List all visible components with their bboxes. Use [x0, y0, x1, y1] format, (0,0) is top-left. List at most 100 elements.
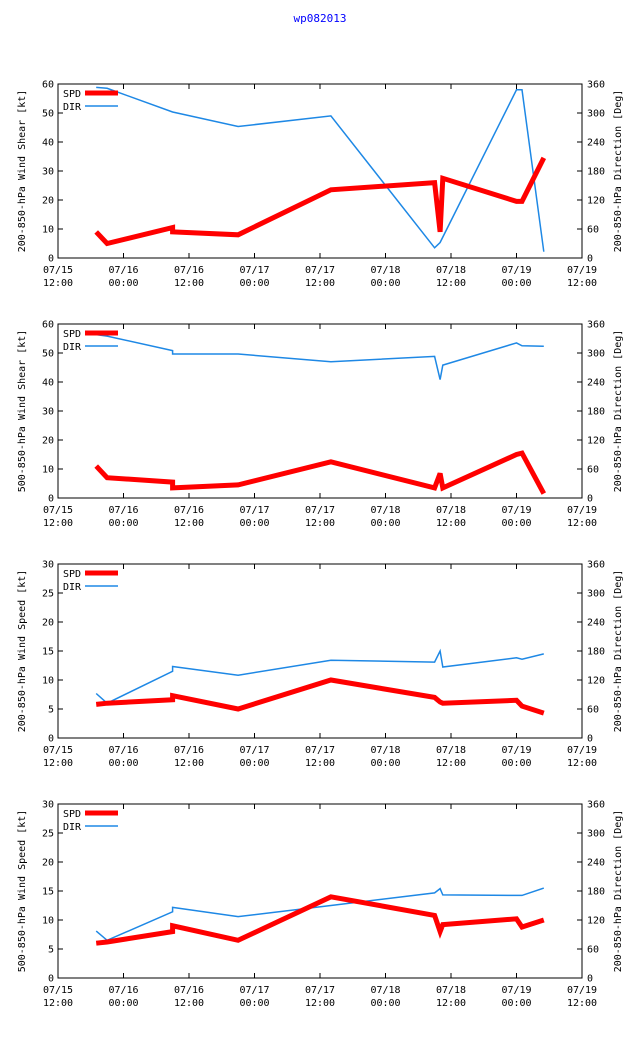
x-tick-label-time: 00:00: [239, 998, 269, 1009]
x-tick-label-time: 12:00: [174, 518, 204, 529]
x-tick-label-time: 00:00: [370, 758, 400, 769]
y-tick-label: 0: [48, 974, 54, 985]
x-tick-label-date: 07/16: [108, 265, 138, 276]
x-tick-label-time: 00:00: [239, 758, 269, 769]
legend-spd-label: SPD: [63, 809, 81, 820]
y2-tick-label: 240: [587, 138, 605, 149]
y2-tick-label: 240: [587, 618, 605, 629]
y2-axis-label: 200-850-hPa Direction [Deg]: [613, 570, 624, 733]
chart-panel-1: [57, 83, 583, 259]
x-tick-label-date: 07/17: [305, 505, 335, 516]
x-tick-label-date: 07/19: [567, 985, 597, 996]
y-tick-label: 30: [42, 167, 54, 178]
y2-tick-label: 240: [587, 858, 605, 869]
x-tick-label-time: 12:00: [305, 998, 335, 1009]
x-tick-label-date: 07/16: [174, 505, 204, 516]
x-tick-label-time: 00:00: [108, 998, 138, 1009]
y-tick-label: 25: [42, 589, 54, 600]
y-axis-label: 200-850-hPa Wind Speed [kt]: [17, 570, 28, 733]
y-tick-label: 20: [42, 436, 54, 447]
x-tick-label-date: 07/16: [108, 745, 138, 756]
y-tick-label: 0: [48, 494, 54, 505]
x-tick-label-time: 00:00: [108, 278, 138, 289]
y2-axis-label: 200-850-hPa Direction [Deg]: [613, 810, 624, 973]
y-tick-label: 15: [42, 647, 54, 658]
y-tick-label: 20: [42, 618, 54, 629]
legend-spd-label: SPD: [63, 569, 81, 580]
x-tick-label-time: 00:00: [108, 758, 138, 769]
y2-axis-label: 200-850-hPa Direction [Deg]: [613, 330, 624, 493]
x-tick-label-date: 07/15: [43, 745, 73, 756]
y-tick-label: 0: [48, 254, 54, 265]
y2-tick-label: 180: [587, 647, 605, 658]
y-tick-label: 60: [42, 320, 54, 331]
y-axis-label: 500-850-hPa Wind Speed [kt]: [17, 810, 28, 973]
plot-frame: [57, 323, 583, 499]
y2-tick-label: 180: [587, 407, 605, 418]
page-title: wp082013: [293, 12, 347, 25]
y2-tick-label: 360: [587, 80, 605, 91]
legend-dir-label: DIR: [63, 582, 82, 593]
x-tick-label-time: 00:00: [501, 518, 531, 529]
y2-tick-label: 300: [587, 589, 605, 600]
y-tick-label: 10: [42, 676, 54, 687]
x-tick-label-date: 07/18: [370, 745, 400, 756]
y-tick-label: 25: [42, 829, 54, 840]
dir-series-line: [96, 86, 545, 252]
x-tick-label-date: 07/17: [239, 745, 269, 756]
y-tick-label: 30: [42, 800, 54, 811]
y2-tick-label: 120: [587, 676, 605, 687]
x-tick-label-date: 07/19: [501, 505, 531, 516]
plot-frame: [57, 83, 583, 259]
y-tick-label: 10: [42, 465, 54, 476]
y-tick-label: 60: [42, 80, 54, 91]
legend-spd-label: SPD: [63, 329, 81, 340]
x-tick-label-time: 12:00: [305, 758, 335, 769]
y-axis-label: 500-850-hPa Wind Shear [kt]: [17, 330, 28, 493]
x-tick-label-date: 07/18: [436, 505, 466, 516]
y2-tick-label: 240: [587, 378, 605, 389]
y2-tick-label: 60: [587, 705, 599, 716]
x-tick-label-time: 12:00: [436, 278, 466, 289]
y-tick-label: 5: [48, 705, 54, 716]
x-tick-label-time: 00:00: [108, 518, 138, 529]
x-tick-label-time: 00:00: [370, 278, 400, 289]
x-tick-label-date: 07/17: [305, 265, 335, 276]
legend-dir-label: DIR: [63, 102, 82, 113]
x-tick-label-date: 07/18: [436, 745, 466, 756]
x-tick-label-date: 07/17: [239, 265, 269, 276]
x-tick-label-date: 07/15: [43, 265, 73, 276]
y2-tick-label: 0: [587, 494, 593, 505]
y-tick-label: 10: [42, 916, 54, 927]
spd-series-line: [95, 894, 545, 946]
x-tick-label-time: 00:00: [239, 278, 269, 289]
y-tick-label: 15: [42, 887, 54, 898]
x-tick-label-time: 12:00: [43, 758, 73, 769]
chart-panel-4: [57, 803, 583, 979]
x-tick-label-date: 07/16: [108, 985, 138, 996]
y2-tick-label: 60: [587, 225, 599, 236]
x-tick-label-time: 12:00: [305, 518, 335, 529]
x-tick-label-time: 12:00: [43, 278, 73, 289]
x-tick-label-date: 07/16: [174, 745, 204, 756]
y-tick-label: 10: [42, 225, 54, 236]
x-tick-label-time: 00:00: [501, 758, 531, 769]
x-tick-label-time: 00:00: [370, 518, 400, 529]
x-tick-label-time: 12:00: [174, 998, 204, 1009]
x-tick-label-time: 12:00: [436, 518, 466, 529]
y-tick-label: 40: [42, 138, 54, 149]
x-tick-label-time: 12:00: [43, 518, 73, 529]
legend-spd-label: SPD: [63, 89, 81, 100]
x-tick-label-date: 07/19: [501, 745, 531, 756]
y-tick-label: 30: [42, 560, 54, 571]
x-tick-label-time: 12:00: [43, 998, 73, 1009]
x-tick-label-time: 00:00: [370, 998, 400, 1009]
legend-dir-label: DIR: [63, 342, 82, 353]
y2-tick-label: 300: [587, 349, 605, 360]
x-tick-label-date: 07/15: [43, 505, 73, 516]
y2-tick-label: 60: [587, 465, 599, 476]
x-tick-label-date: 07/17: [305, 985, 335, 996]
x-tick-label-date: 07/18: [370, 505, 400, 516]
x-tick-label-date: 07/16: [174, 985, 204, 996]
x-tick-label-time: 12:00: [305, 278, 335, 289]
